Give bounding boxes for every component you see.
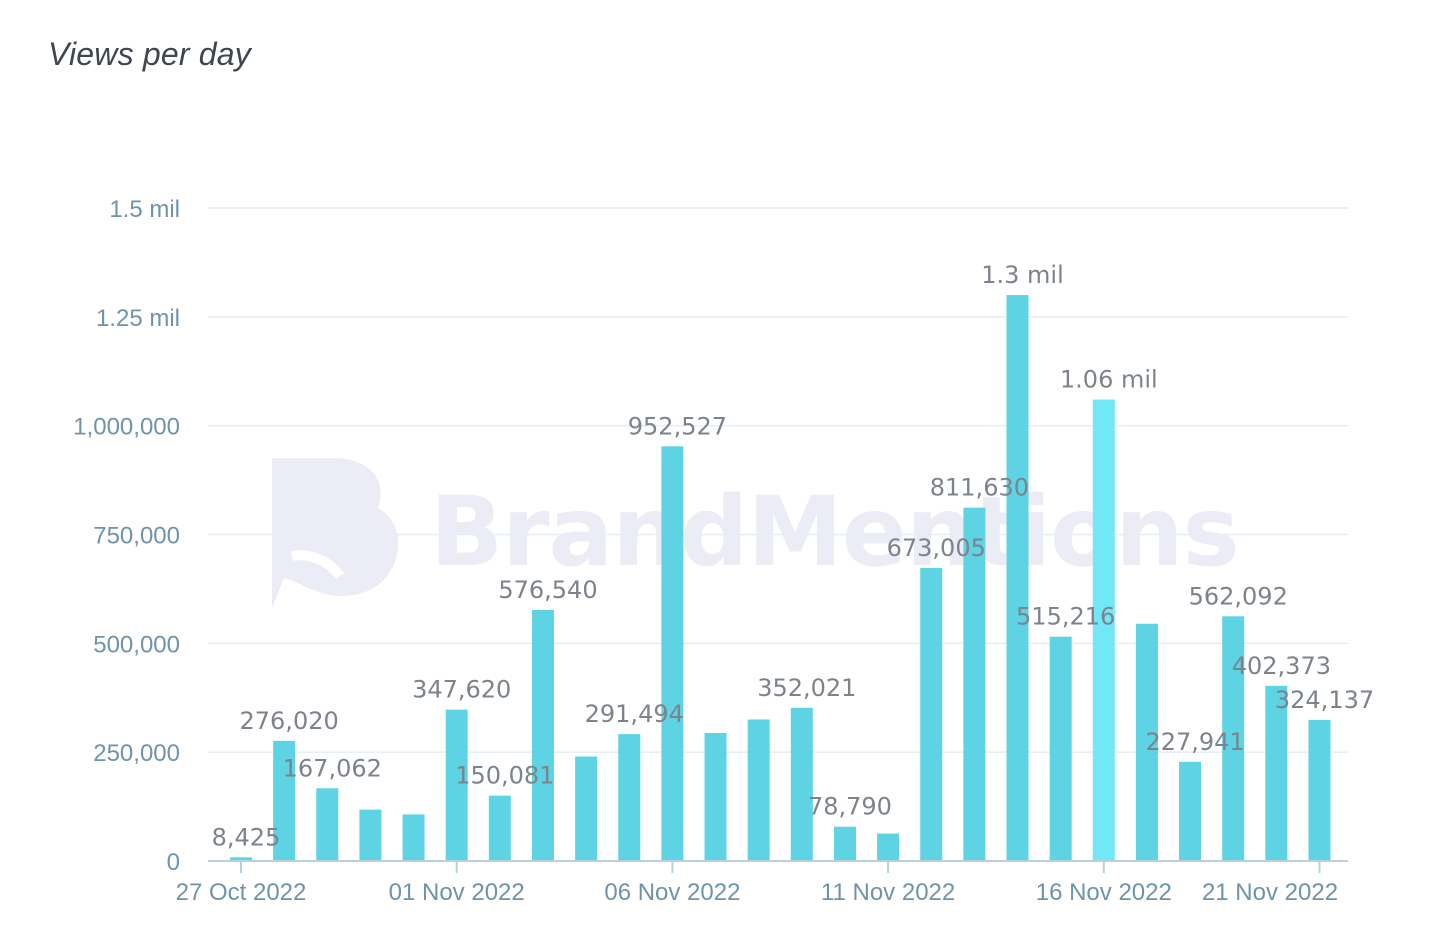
data-label: 811,630 [930,474,1029,502]
bar[interactable] [230,857,252,861]
bar[interactable] [747,719,770,861]
data-label: 402,373 [1232,652,1331,680]
y-tick-label: 1.5 mil [109,196,180,223]
data-label: 227,941 [1145,728,1244,756]
bar[interactable] [1179,761,1202,861]
y-tick-label: 0 [167,849,180,876]
bar[interactable] [1265,685,1288,861]
data-label: 291,494 [585,700,684,728]
bar[interactable] [618,734,641,861]
bar[interactable] [1308,719,1331,861]
data-label: 347,620 [412,676,511,704]
data-label: 352,021 [757,674,856,702]
data-label: 952,527 [628,412,727,440]
y-tick-label: 250,000 [93,740,180,767]
bar-layer [230,295,1331,862]
bar[interactable] [920,568,943,861]
bar[interactable] [661,446,684,861]
x-axis: 27 Oct 2022 01 Nov 2022 06 Nov 2022 11 Nov … [176,860,1348,906]
y-axis-tick-labels: 0 250,000 500,000 750,000 1,000,000 1.25 mil 1… [73,196,180,876]
bar[interactable] [575,756,598,861]
chart-title: Views per day [48,36,252,72]
bar[interactable] [1222,616,1245,861]
bar[interactable] [833,826,856,861]
y-tick-label: 750,000 [93,523,180,550]
data-label: 562,092 [1189,582,1288,610]
data-label: 324,137 [1275,686,1374,714]
data-label: 673,005 [887,534,986,562]
bar[interactable] [402,814,425,861]
y-tick-label: 1.25 mil [96,305,180,332]
bar[interactable] [316,788,339,861]
bar[interactable] [445,709,468,861]
bar[interactable] [704,733,727,861]
bar[interactable] [1092,399,1115,861]
data-label-layer: 8,425 276,020 167,062 347,620 150,081 576,540… [212,261,1374,851]
data-label: 150,081 [455,762,554,790]
x-tick-label: 06 Nov 2022 [604,879,740,906]
x-tick-label: 11 Nov 2022 [821,879,955,906]
bar[interactable] [359,809,382,861]
data-label: 8,425 [212,823,281,851]
x-tick-label: 21 Nov 2022 [1202,879,1338,906]
bar[interactable] [963,507,986,861]
data-label: 1.3 mil [981,261,1064,289]
bar[interactable] [531,610,554,861]
y-tick-label: 500,000 [93,631,180,658]
bar[interactable] [1135,623,1158,861]
bar[interactable] [1049,636,1072,861]
data-label: 167,062 [283,754,382,782]
bar[interactable] [877,833,900,861]
data-label: 1.06 mil [1060,366,1158,394]
bar[interactable] [488,795,511,861]
x-tick-label: 01 Nov 2022 [389,879,525,906]
x-tick-label: 16 Nov 2022 [1036,879,1172,906]
y-tick-label: 1,000,000 [73,414,180,441]
data-label: 276,020 [240,707,339,735]
data-label: 576,540 [498,576,597,604]
bar[interactable] [790,707,813,861]
bar[interactable] [273,740,296,861]
data-label: 515,216 [1016,603,1115,631]
data-label: 78,790 [808,793,892,821]
x-tick-label: 27 Oct 2022 [176,879,307,906]
grid-layer [208,207,1348,753]
bar[interactable] [1006,295,1029,862]
